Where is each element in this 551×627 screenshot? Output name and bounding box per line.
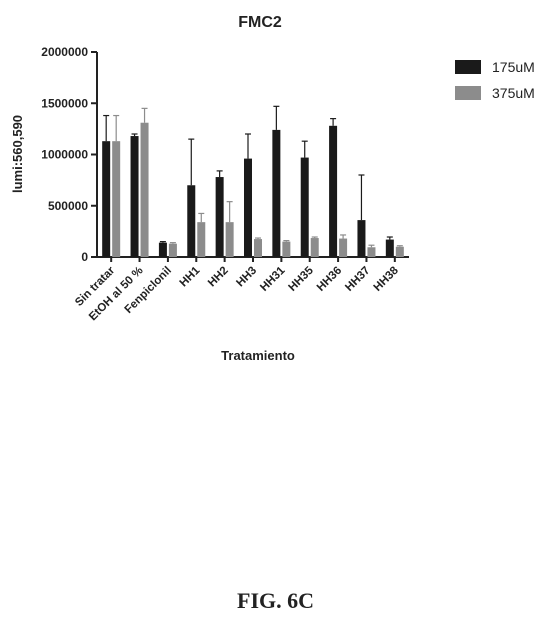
bar-175uM-HH31 <box>272 129 281 257</box>
bar-175uM-HH2 <box>215 177 224 257</box>
legend-label: 175uM <box>492 59 535 75</box>
bar-375uM-EtOH al 50 % <box>140 122 149 257</box>
bar-chart: FMC2 lumi:560,590 Tratamiento 0 500000 100… <box>10 14 535 363</box>
bar-375uM-Fenpiclonil <box>168 243 177 257</box>
chart-title: FMC2 <box>238 14 282 31</box>
bar-375uM-HH1 <box>197 222 206 257</box>
legend-swatch <box>455 60 481 74</box>
bar-175uM-HH35 <box>300 157 309 257</box>
bar-375uM-HH37 <box>367 247 376 257</box>
bar-175uM-Sin tratar <box>102 141 111 257</box>
bar-375uM-HH36 <box>339 238 348 257</box>
x-tick-label: HH38 <box>372 264 402 294</box>
bar-375uM-HH2 <box>225 222 234 257</box>
bar-375uM-Sin tratar <box>112 141 121 257</box>
y-tick-label: 0 <box>81 250 88 264</box>
legend-swatch <box>455 86 481 100</box>
x-tick-label: HH3 <box>234 265 259 290</box>
legend-label: 375uM <box>492 85 535 101</box>
bar-175uM-HH36 <box>329 125 338 257</box>
x-tick-label: HH2 <box>206 265 231 290</box>
bar-375uM-HH38 <box>395 246 404 257</box>
y-tick-label: 1000000 <box>41 148 88 162</box>
x-tick-label: HH36 <box>315 265 344 294</box>
x-tick-label: HH35 <box>287 264 317 294</box>
legend: 175uM 375uM <box>455 59 535 101</box>
bar-375uM-HH35 <box>310 238 319 257</box>
y-tick-label: 500000 <box>48 199 88 213</box>
y-tick-label: 2000000 <box>41 45 88 59</box>
bar-175uM-HH37 <box>357 220 366 257</box>
bar-175uM-Fenpiclonil <box>158 242 167 257</box>
bar-175uM-EtOH al 50 % <box>130 136 139 257</box>
y-tick-label: 1500000 <box>41 96 88 110</box>
x-tick-label: HH31 <box>258 264 288 294</box>
bar-175uM-HH1 <box>187 185 196 257</box>
y-axis-label: lumi:560,590 <box>10 115 25 193</box>
x-axis-label: Tratamiento <box>221 348 295 363</box>
bar-375uM-HH3 <box>254 239 262 257</box>
x-tick-label: HH37 <box>343 265 372 294</box>
x-tick-label: HH1 <box>178 264 203 289</box>
figure-caption: FIG. 6C <box>237 588 314 613</box>
bar-375uM-HH31 <box>282 241 291 257</box>
bar-175uM-HH38 <box>385 239 394 257</box>
bar-175uM-HH3 <box>244 158 252 257</box>
